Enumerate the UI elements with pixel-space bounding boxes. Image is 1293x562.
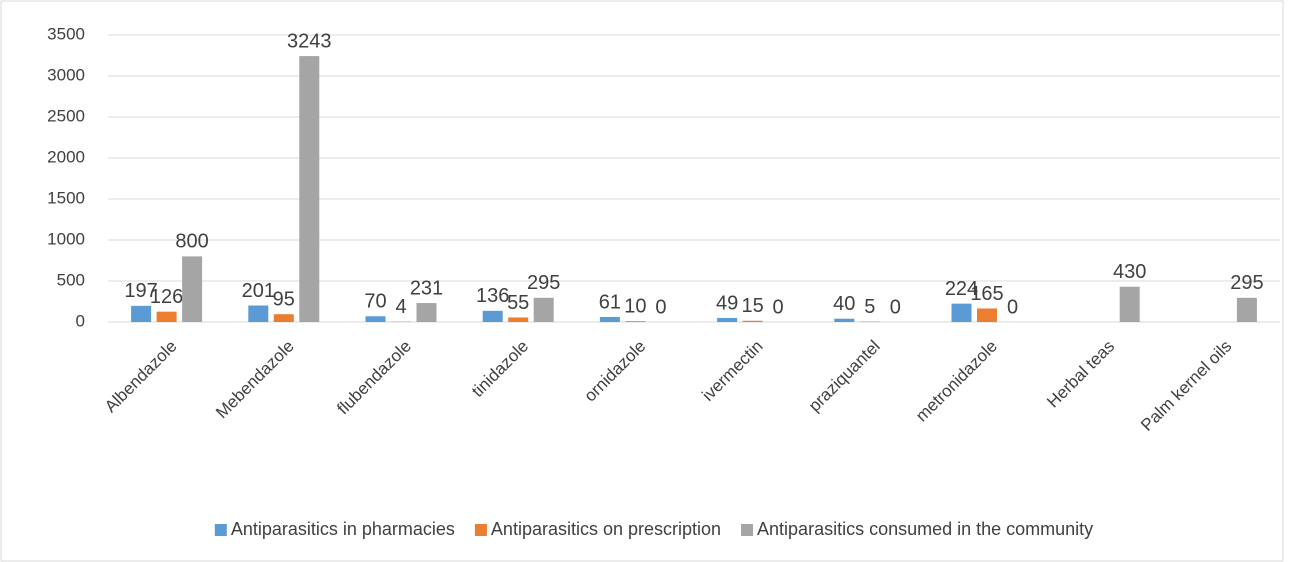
y-tick-label: 0 bbox=[76, 311, 85, 330]
data-label: 231 bbox=[410, 277, 443, 299]
bar bbox=[365, 316, 386, 322]
bar bbox=[533, 297, 554, 322]
data-label: 15 bbox=[741, 295, 763, 317]
data-label: 197 bbox=[124, 280, 157, 302]
bar bbox=[131, 305, 152, 322]
bar bbox=[717, 317, 738, 322]
data-label: 800 bbox=[175, 231, 208, 253]
bar bbox=[416, 303, 437, 322]
data-label: 0 bbox=[773, 296, 784, 318]
bar bbox=[951, 303, 972, 322]
bar bbox=[625, 321, 646, 322]
legend-label: Antiparasitics on prescription bbox=[491, 519, 721, 539]
y-tick-label: 2500 bbox=[47, 106, 85, 125]
bar bbox=[742, 320, 763, 322]
legend-label: Antiparasitics in pharmacies bbox=[231, 519, 455, 539]
data-label: 40 bbox=[833, 293, 855, 315]
bar bbox=[1236, 297, 1257, 322]
bar bbox=[156, 311, 177, 322]
data-label: 4 bbox=[395, 296, 406, 318]
data-label: 95 bbox=[273, 288, 295, 310]
y-tick-label: 3000 bbox=[47, 65, 85, 84]
legend-label: Antiparasitics consumed in the community bbox=[757, 519, 1093, 539]
y-tick-label: 500 bbox=[57, 270, 85, 289]
bar bbox=[1119, 286, 1140, 322]
bar bbox=[977, 308, 997, 322]
data-label: 10 bbox=[624, 295, 646, 317]
data-label: 0 bbox=[655, 296, 666, 318]
bar bbox=[482, 310, 503, 322]
data-label: 70 bbox=[364, 291, 386, 313]
bar bbox=[273, 314, 294, 322]
data-label: 61 bbox=[599, 291, 621, 313]
bar bbox=[599, 316, 620, 322]
data-label: 49 bbox=[716, 292, 738, 314]
data-label: 55 bbox=[507, 292, 529, 314]
data-label: 3243 bbox=[287, 30, 332, 52]
data-label: 126 bbox=[150, 286, 183, 308]
data-label: 201 bbox=[242, 280, 275, 302]
data-label: 0 bbox=[890, 296, 901, 318]
data-label: 5 bbox=[864, 296, 875, 318]
legend-swatch bbox=[741, 524, 754, 536]
legend-swatch bbox=[474, 524, 487, 536]
data-label: 165 bbox=[970, 283, 1003, 305]
y-tick-label: 1500 bbox=[47, 188, 85, 207]
data-label: 430 bbox=[1113, 261, 1146, 283]
data-label: 136 bbox=[476, 285, 509, 307]
data-label: 0 bbox=[1007, 296, 1018, 318]
bar bbox=[508, 317, 529, 322]
bar bbox=[299, 56, 320, 322]
data-label: 295 bbox=[1230, 272, 1263, 294]
y-tick-label: 1000 bbox=[47, 229, 85, 248]
y-tick-label: 3500 bbox=[47, 24, 85, 43]
legend-swatch bbox=[214, 524, 227, 536]
bar bbox=[834, 318, 855, 322]
bar bbox=[248, 305, 269, 322]
bar bbox=[182, 256, 203, 322]
y-tick-label: 2000 bbox=[47, 147, 85, 166]
data-label: 224 bbox=[945, 278, 978, 300]
data-label: 295 bbox=[527, 272, 560, 294]
